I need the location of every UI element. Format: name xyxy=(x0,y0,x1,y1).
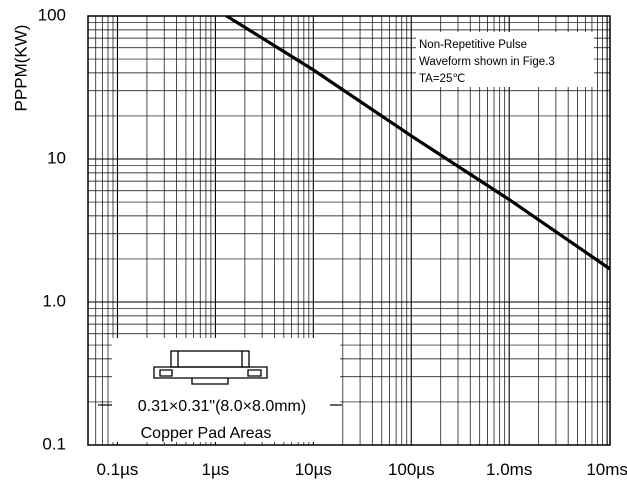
y-axis-label: PPPM(KW) xyxy=(11,25,30,112)
annotation-line-3: TA=25℃ xyxy=(419,73,465,85)
copper-pad-inset: 0.31×0.31"(8.0×8.0mm) Copper Pad Areas xyxy=(98,338,342,442)
y-tick-label: 10 xyxy=(47,148,66,167)
pad-area-label: Copper Pad Areas xyxy=(141,425,272,442)
annotation-background xyxy=(416,32,594,87)
series-line xyxy=(224,16,610,271)
x-tick-label: 100µs xyxy=(388,460,435,479)
package-drawing-icon xyxy=(153,350,268,385)
x-tick-label: 1µs xyxy=(202,460,230,479)
y-tick-label: 1.0 xyxy=(42,291,66,310)
x-tick-label: 1.0ms xyxy=(486,460,532,479)
y-tick-label: 100 xyxy=(38,5,66,24)
series-layer xyxy=(224,16,610,271)
x-tick-label: 10ms xyxy=(586,460,627,479)
plot-frame xyxy=(87,15,611,446)
y-tick-label: 0.1 xyxy=(42,434,66,453)
y-tick-labels: 0.1 1.0 10 100 xyxy=(38,5,66,453)
x-tick-labels: 0.1µs 1µs 10µs 100µs 1.0ms 10ms xyxy=(97,460,627,479)
pad-size-label: 0.31×0.31"(8.0×8.0mm) xyxy=(138,398,306,415)
annotation-line-1: Non-Repetitive Pulse xyxy=(419,39,527,51)
annotation-box: Non-Repetitive Pulse Waveform shown in F… xyxy=(416,32,594,87)
x-tick-label: 10µs xyxy=(295,460,332,479)
annotation-line-2: Waveform shown in Fige.3 xyxy=(419,56,555,68)
inset-background xyxy=(112,338,340,442)
x-tick-label: 0.1µs xyxy=(97,460,139,479)
